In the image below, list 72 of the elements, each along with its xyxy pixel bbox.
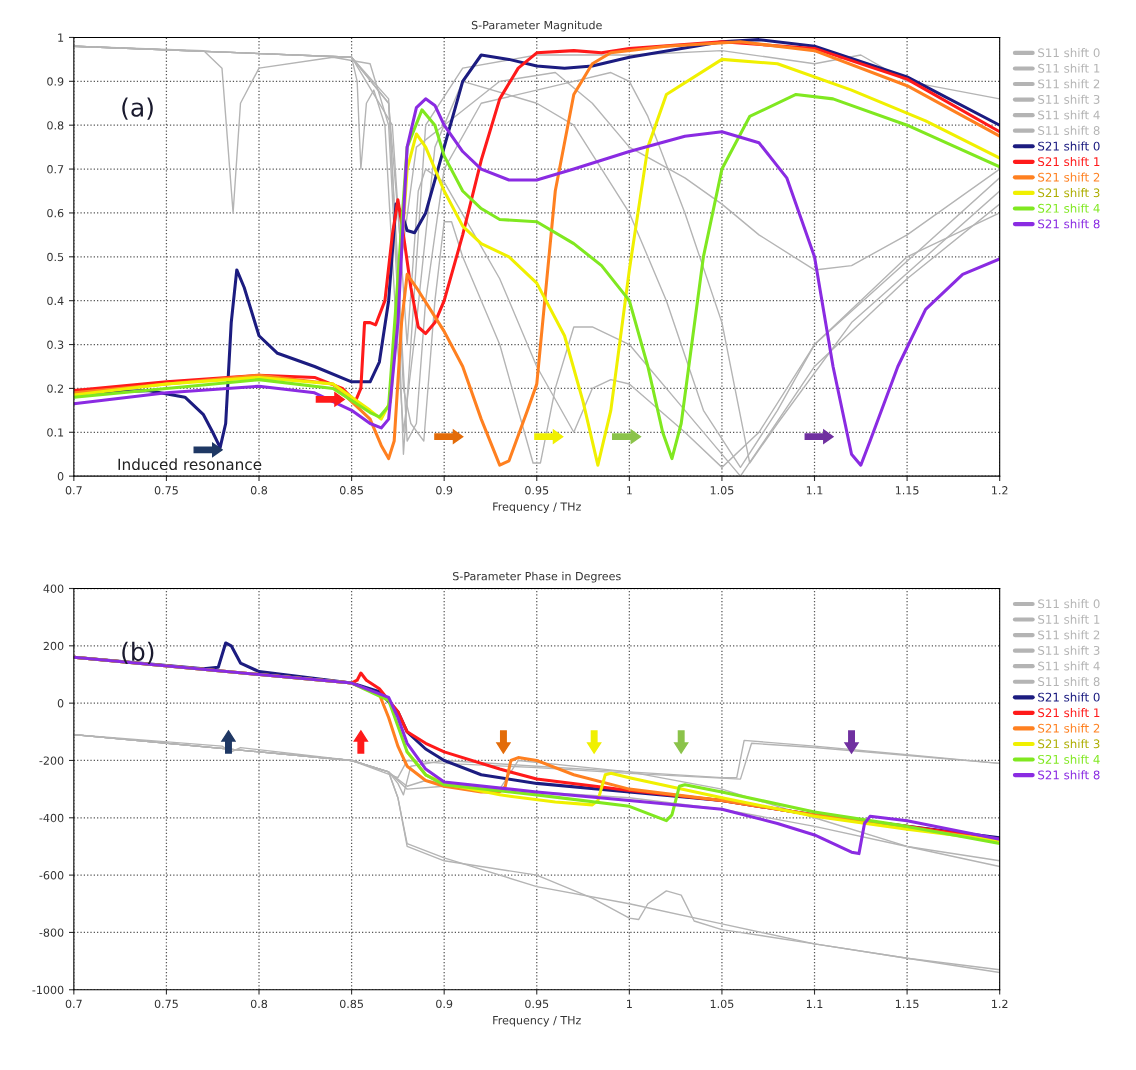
x-tick-label: 1.2 <box>992 999 1008 1008</box>
x-tick-label: 0.7 <box>65 999 82 1009</box>
legend-label: S21 shift 8 <box>1038 219 1100 229</box>
legend-label: S21 shift 3 <box>1038 739 1100 749</box>
x-tick-label: 0.9 <box>436 999 453 1009</box>
y-tick-label: 400 <box>43 584 64 593</box>
legend-label: S11 shift 3 <box>1038 645 1100 655</box>
legend-label: S21 shift 2 <box>1038 172 1100 182</box>
y-tick-label: 0.6 <box>47 208 64 218</box>
y-tick-label: 0.9 <box>47 77 64 86</box>
y-tick-label: -800 <box>39 928 64 937</box>
x-tick-label: 1.1 <box>806 999 823 1008</box>
y-tick-label: 0.1 <box>47 428 64 437</box>
legend-label: S11 shift 8 <box>1038 125 1100 135</box>
legend-label: S21 shift 4 <box>1038 754 1100 764</box>
x-tick-label: 0.85 <box>339 999 363 1009</box>
legend-label: S11 shift 3 <box>1038 94 1100 104</box>
x-tick-label: 1.05 <box>710 999 734 1009</box>
y-tick-label: 0 <box>57 472 64 481</box>
y-tick-label: -200 <box>39 756 64 765</box>
y-tick-label: 0 <box>57 699 64 708</box>
legend-label: S11 shift 4 <box>1038 110 1100 120</box>
legend-label: S21 shift 2 <box>1038 723 1100 733</box>
legend-label: S11 shift 1 <box>1038 614 1100 624</box>
x-tick-label: 1 <box>627 999 632 1008</box>
y-tick-label: 0.3 <box>47 340 64 349</box>
x-tick-label: 1.05 <box>710 486 734 495</box>
x-tick-label: 0.95 <box>525 999 549 1009</box>
x-tick-label: 1 <box>627 486 632 495</box>
legend-label: S11 shift 0 <box>1038 48 1100 58</box>
x-tick-label: 0.9 <box>436 486 453 495</box>
y-tick-label: 0.4 <box>47 296 64 306</box>
chart-title: S-Parameter Magnitude <box>471 20 602 32</box>
legend-label: S11 shift 0 <box>1038 599 1100 609</box>
x-tick-label: 0.75 <box>154 999 178 1009</box>
x-tick-label: 0.7 <box>65 486 82 495</box>
legend-label: S21 shift 0 <box>1038 692 1100 702</box>
x-tick-label: 0.85 <box>339 486 363 495</box>
x-axis-title: Frequency / THz <box>493 502 581 513</box>
legend-label: S21 shift 8 <box>1038 770 1100 780</box>
x-tick-label: 1.1 <box>806 486 823 495</box>
y-tick-label: -600 <box>39 871 64 880</box>
x-axis-title: Frequency / THz <box>493 1016 581 1027</box>
legend-label: S21 shift 1 <box>1038 708 1100 718</box>
y-tick-label: 0.2 <box>47 384 64 393</box>
legend-label: S11 shift 8 <box>1038 676 1100 687</box>
x-tick-label: 1.15 <box>895 999 919 1009</box>
x-tick-label: 1.2 <box>992 486 1008 495</box>
legend-label: S11 shift 4 <box>1038 661 1100 671</box>
annotation: Induced resonance <box>118 458 262 471</box>
y-tick-label: 0.5 <box>47 252 64 262</box>
chart-title: S-Parameter Phase in Degrees <box>453 571 621 583</box>
y-tick-label: -400 <box>39 813 64 823</box>
legend-label: S11 shift 2 <box>1038 630 1100 640</box>
y-tick-label: 1 <box>58 33 64 42</box>
y-tick-label: -1000 <box>32 985 64 995</box>
annotation: (b) <box>122 641 154 665</box>
x-tick-label: 0.75 <box>154 486 178 495</box>
x-tick-label: 1.15 <box>895 486 919 495</box>
legend-label: S11 shift 1 <box>1038 63 1100 73</box>
y-tick-label: 0.7 <box>47 165 64 174</box>
legend-label: S21 shift 3 <box>1038 188 1100 198</box>
annotation: (a) <box>122 97 153 120</box>
x-tick-label: 0.95 <box>525 486 549 495</box>
x-tick-label: 0.8 <box>250 486 268 495</box>
legend-label: S21 shift 0 <box>1038 141 1100 151</box>
legend-label: S21 shift 4 <box>1038 203 1100 213</box>
legend-label: S21 shift 1 <box>1038 156 1100 167</box>
y-tick-label: 0.8 <box>47 121 64 130</box>
y-tick-label: 200 <box>43 641 64 651</box>
legend-label: S11 shift 2 <box>1038 79 1100 89</box>
x-tick-label: 0.8 <box>250 999 268 1009</box>
